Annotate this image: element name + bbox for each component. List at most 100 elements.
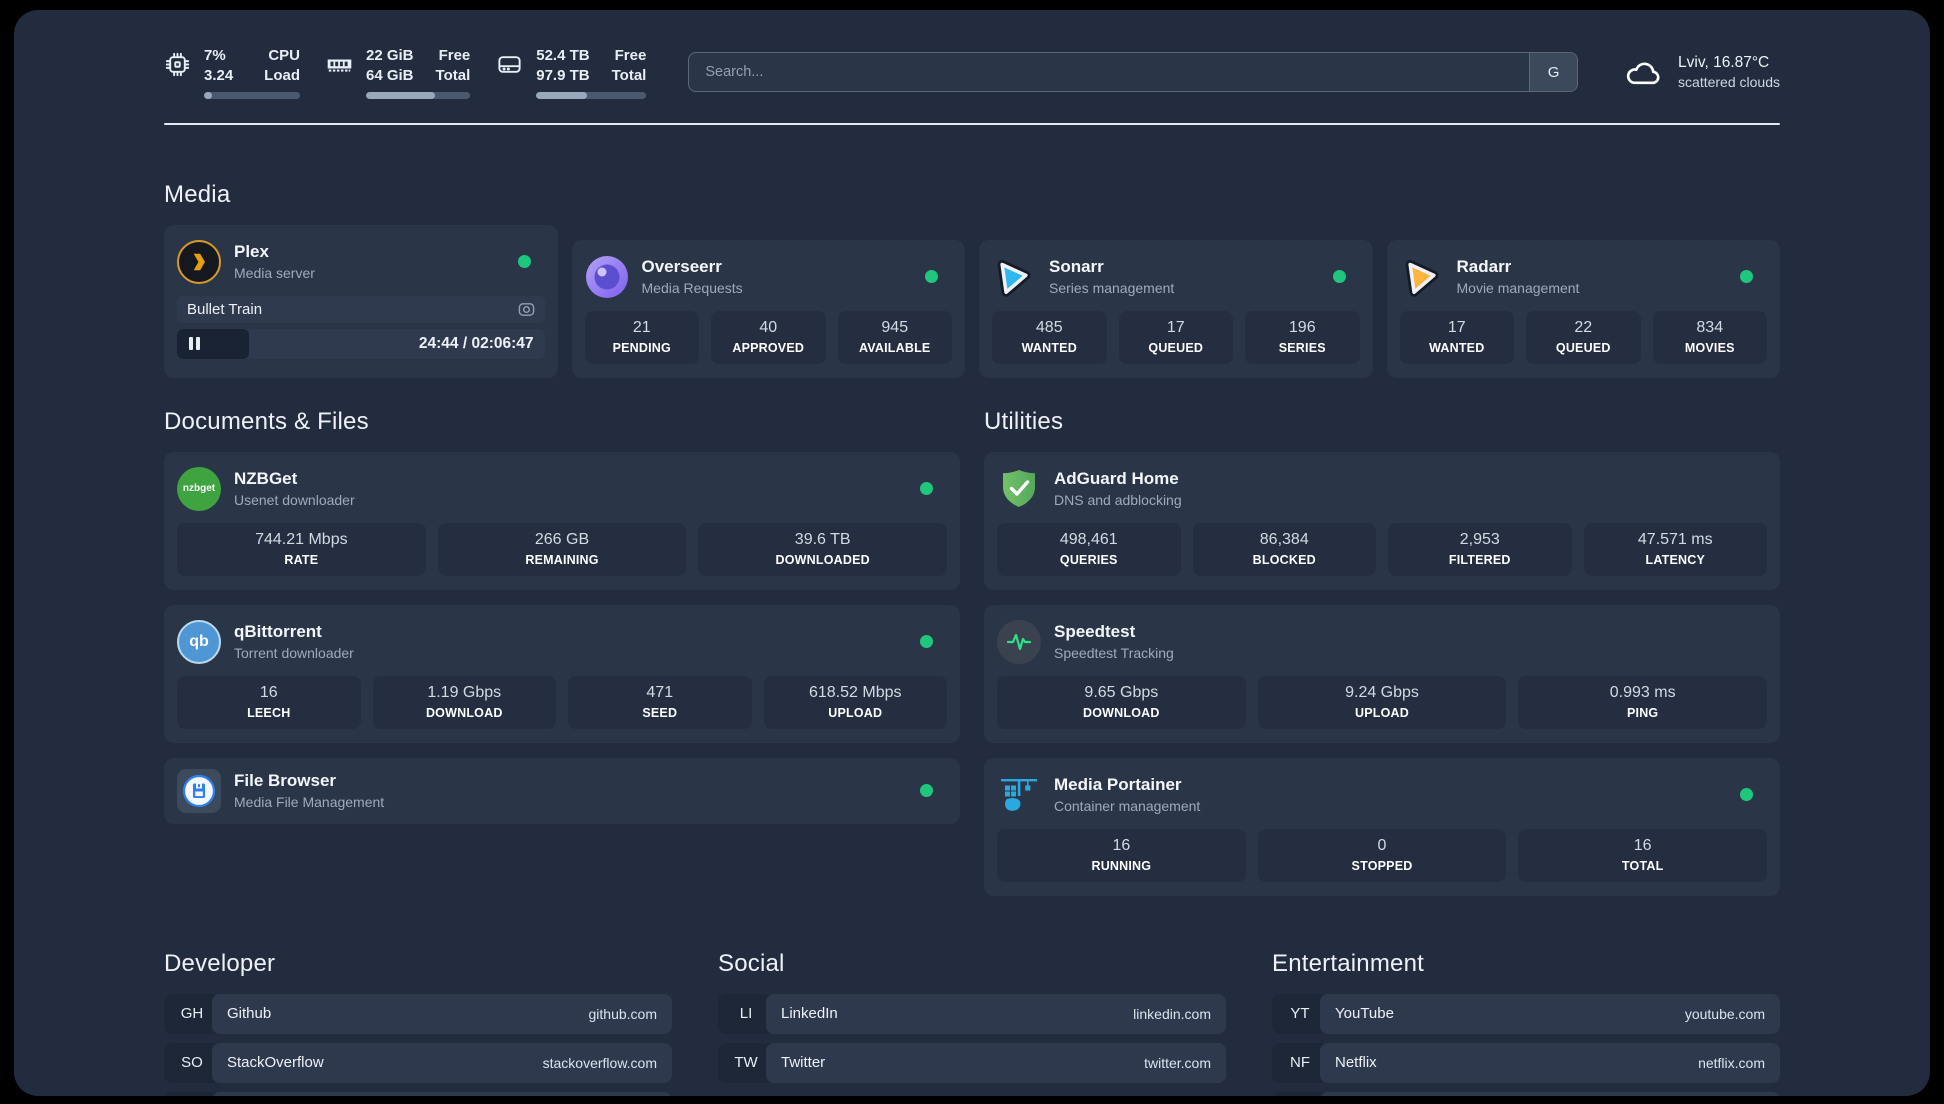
bookmark-stackoverflow[interactable]: SO StackOverflow stackoverflow.com	[164, 1042, 672, 1083]
pause-icon[interactable]	[189, 337, 200, 350]
section-title-social: Social	[718, 949, 785, 977]
service-name: AdGuard Home	[1054, 468, 1179, 488]
service-name: Sonarr	[1049, 256, 1104, 276]
entertainment-bookmarks: Entertainment YT YouTube youtube.com NF N…	[1272, 949, 1780, 1096]
radarr-icon	[1400, 255, 1444, 299]
bookmark-twitter[interactable]: TW Twitter twitter.com	[718, 1042, 1226, 1083]
weather-location: Lviv, 16.87°C	[1678, 54, 1770, 72]
topbar-divider	[164, 122, 1780, 125]
section-title-developer: Developer	[164, 949, 276, 977]
service-name: Plex	[234, 241, 269, 261]
playback-progress-bar: 24:44 / 02:06:47	[177, 328, 545, 359]
bookmark-abbr: LI	[718, 993, 774, 1034]
ram-total-value: 64 GiB	[366, 67, 414, 85]
section-title-media: Media	[164, 180, 231, 208]
online-status-dot	[1740, 788, 1753, 801]
weather-condition: scattered clouds	[1678, 74, 1780, 91]
bookmark-youtube[interactable]: YT YouTube youtube.com	[1272, 993, 1780, 1034]
documents-column: Documents & Files nzbget NZBGet Usenet d…	[164, 408, 960, 824]
cpu-usage-label: CPU	[268, 47, 300, 64]
ram-total-label: Total	[435, 67, 471, 85]
bookmark-dev[interactable]: DT DEVdev.to	[164, 1091, 672, 1096]
qbittorrent-icon: qb	[177, 619, 221, 664]
adguard-card[interactable]: AdGuard Home DNS and adblocking 498,461 Q…	[984, 451, 1780, 590]
online-status-dot	[1740, 270, 1753, 283]
speedtest-card[interactable]: Speedtest Speedtest Tracking 9.65 Gbps DO…	[984, 604, 1780, 743]
service-description: Media Requests	[641, 280, 743, 297]
service-description: Container management	[1054, 798, 1201, 815]
bookmark-abbr: TW	[718, 1042, 774, 1083]
stat-box: 16 LEECH	[177, 675, 361, 729]
plex-icon	[177, 239, 221, 284]
service-name: Overseerr	[641, 256, 722, 276]
bookmark-name: YouTube	[1335, 1005, 1394, 1022]
stat-box: 945 AVAILABLE	[837, 310, 952, 364]
portainer-card[interactable]: Media Portainer Container management 16 R…	[984, 757, 1780, 896]
service-name: qBittorrent	[234, 621, 322, 641]
stat-box: 86,384 BLOCKED	[1192, 522, 1376, 576]
search-input[interactable]	[689, 53, 1530, 92]
service-description: DNS and adblocking	[1054, 492, 1182, 509]
bookmark-netflix[interactable]: NF Netflix netflix.com	[1272, 1042, 1780, 1083]
adguard-shield-icon	[997, 467, 1041, 511]
online-status-dot	[920, 635, 933, 648]
service-description: Media server	[234, 265, 315, 282]
bookmark-url: twitter.com	[1144, 1054, 1211, 1071]
online-status-dot	[1332, 270, 1346, 283]
bookmark-url: github.com	[588, 1005, 657, 1022]
search-engine-button[interactable]: G	[1529, 53, 1578, 92]
bookmark-name: LinkedIn	[781, 1005, 838, 1022]
online-status-dot	[920, 784, 933, 797]
bookmark-github[interactable]: GH Github github.com	[164, 993, 672, 1034]
cpu-icon	[164, 51, 191, 78]
stat-box: 471 SEED	[568, 675, 752, 729]
qbittorrent-card[interactable]: qb qBittorrent Torrent downloader 16 LEEC…	[164, 604, 960, 743]
stat-box: 17 QUEUED	[1118, 310, 1233, 364]
camera-icon	[518, 302, 535, 317]
social-bookmarks: Social LI LinkedIn linkedin.com TW Twitte…	[718, 950, 1226, 1097]
disk-total-label: Total	[611, 67, 647, 85]
service-description: Series management	[1049, 280, 1175, 297]
disk-icon	[496, 51, 523, 78]
service-description: Speedtest Tracking	[1054, 645, 1174, 662]
online-status-dot	[517, 255, 531, 268]
section-title-documents: Documents & Files	[164, 407, 369, 435]
stat-box: 16 RUNNING	[997, 828, 1246, 882]
service-name: Radarr	[1456, 256, 1512, 276]
filebrowser-card[interactable]: File Browser Media File Management	[164, 757, 960, 824]
now-playing-row: Bullet Train	[177, 295, 545, 323]
service-name: File Browser	[234, 770, 337, 790]
bookmark-name: Twitter	[781, 1054, 826, 1071]
stat-box: 47.571 ms LATENCY	[1583, 522, 1767, 576]
stat-box: 17 WANTED	[1399, 310, 1514, 364]
weather-widget[interactable]: Lviv, 16.87°C scattered clouds	[1624, 54, 1780, 90]
bookmark-reddit[interactable]: RE Redditreddit.com	[1272, 1091, 1780, 1096]
cpu-progress-bar	[204, 91, 300, 99]
service-name: Speedtest	[1054, 621, 1136, 641]
sonarr-icon	[992, 255, 1036, 299]
top-bar: 7% 3.24 CPU Load	[164, 46, 1780, 99]
service-name: Media Portainer	[1054, 774, 1182, 794]
sonarr-card[interactable]: Sonarr Series management 485 WANTED 17 QUE…	[979, 239, 1373, 378]
overseerr-card[interactable]: Overseerr Media Requests 21 PENDING 40 APP…	[571, 239, 965, 378]
stat-box: 9.24 Gbps UPLOAD	[1257, 675, 1507, 729]
search-bar: G	[688, 52, 1579, 93]
nzbget-card[interactable]: nzbget NZBGet Usenet downloader 744.21 M…	[164, 451, 960, 590]
cpu-usage-value: 7%	[204, 47, 226, 64]
bookmark-linkedin[interactable]: LI LinkedIn linkedin.com	[718, 993, 1226, 1034]
plex-card[interactable]: Plex Media server Bullet Train 24:44 / 0…	[164, 224, 558, 378]
ram-monitor: 22 GiB 64 GiB Free Total	[326, 46, 471, 99]
stat-box: 1.19 Gbps DOWNLOAD	[372, 675, 556, 729]
disk-free-label: Free	[614, 47, 647, 64]
stat-box: 196 SERIES	[1245, 310, 1360, 364]
stat-box: 0 STOPPED	[1257, 828, 1507, 882]
playback-time: 24:44 / 02:06:47	[418, 334, 534, 352]
service-name: NZBGet	[234, 468, 298, 488]
bookmark-abbr: NF	[1272, 1042, 1328, 1083]
stat-box: 485 WANTED	[992, 310, 1107, 364]
ram-icon	[326, 51, 353, 78]
stat-box: 2,953 FILTERED	[1388, 522, 1572, 576]
online-status-dot	[925, 270, 938, 283]
radarr-card[interactable]: Radarr Movie management 17 WANTED 22 QUEUE…	[1386, 239, 1780, 378]
section-title-entertainment: Entertainment	[1272, 949, 1425, 977]
